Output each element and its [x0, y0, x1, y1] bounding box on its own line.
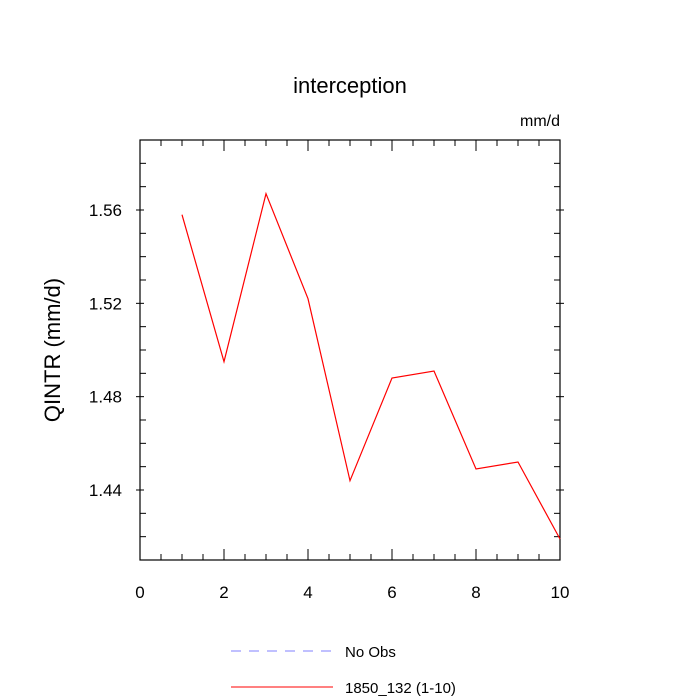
legend-label: 1850_132 (1-10) — [345, 680, 456, 697]
y-tick-label: 1.52 — [89, 294, 122, 313]
x-tick-label: 6 — [387, 583, 396, 602]
y-axis-label: QINTR (mm/d) — [40, 278, 65, 422]
y-tick-label: 1.44 — [89, 481, 122, 500]
x-tick-label: 2 — [219, 583, 228, 602]
series-layer — [181, 191, 561, 540]
y-tick-label: 1.48 — [89, 388, 122, 407]
legend-label: No Obs — [345, 644, 396, 661]
x-tick-label: 4 — [303, 583, 312, 602]
x-tick-label: 10 — [551, 583, 570, 602]
chart-title: interception — [293, 73, 407, 98]
axis-ticks: 0 2 4 6 8 10 1.44 1.48 1.52 1.56 — [89, 139, 570, 602]
y-tick-label: 1.56 — [89, 201, 122, 220]
x-tick-label: 0 — [135, 583, 144, 602]
units-label: mm/d — [520, 113, 560, 130]
x-tick-label: 8 — [471, 583, 480, 602]
series-line — [181, 191, 561, 540]
legend: No Obs 1850_132 (1-10) — [231, 644, 456, 697]
plot-frame — [139, 139, 561, 561]
